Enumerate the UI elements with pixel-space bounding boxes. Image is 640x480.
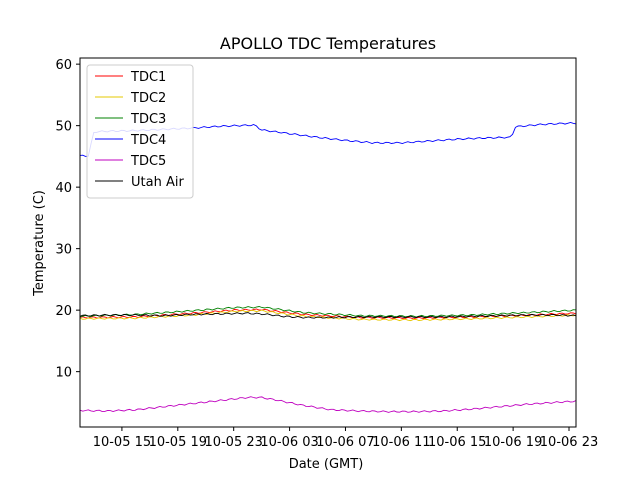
series-line-tdc3: [79, 306, 577, 318]
legend-label-tdc2: TDC2: [130, 91, 166, 106]
y-axis-label: Temperature (C): [32, 190, 47, 297]
chart-title: APOLLO TDC Temperatures: [220, 34, 436, 53]
series-line-utah-air: [79, 312, 577, 319]
legend-label-utah-air: Utah Air: [131, 175, 184, 190]
x-tick-label: 10-06 19: [484, 435, 542, 450]
series-line-tdc5: [79, 396, 577, 413]
x-tick-label: 10-06 23: [540, 435, 598, 450]
legend-label-tdc4: TDC4: [130, 133, 166, 148]
legend-label-tdc5: TDC5: [130, 154, 166, 169]
series-line-tdc2: [79, 309, 577, 322]
series-line-tdc1: [79, 308, 577, 320]
y-tick-label: 30: [55, 243, 72, 258]
x-tick-label: 10-05 15: [93, 435, 151, 450]
y-axis: 10 20 30 40 50 60: [55, 58, 80, 381]
y-tick-label: 20: [55, 304, 72, 319]
legend: TDC1 TDC2 TDC3 TDC4 TDC5 Utah Air: [86, 64, 194, 199]
x-tick-label: 10-05 19: [149, 435, 207, 450]
legend-label-tdc1: TDC1: [130, 70, 166, 85]
x-tick-label: 10-06 03: [260, 435, 318, 450]
legend-box: [86, 64, 194, 199]
y-tick-label: 40: [55, 181, 72, 196]
y-tick-label: 60: [55, 58, 72, 73]
y-tick-label: 50: [55, 120, 72, 135]
x-tick-label: 10-06 11: [372, 435, 430, 450]
x-tick-label: 10-06 07: [316, 435, 374, 450]
plot-frame: [79, 57, 577, 428]
x-tick-label: 10-06 15: [428, 435, 486, 450]
legend-label-tdc3: TDC3: [130, 112, 166, 127]
x-axis-label: Date (GMT): [289, 457, 364, 472]
x-tick-label: 10-05 23: [204, 435, 262, 450]
y-tick-label: 10: [55, 366, 72, 381]
